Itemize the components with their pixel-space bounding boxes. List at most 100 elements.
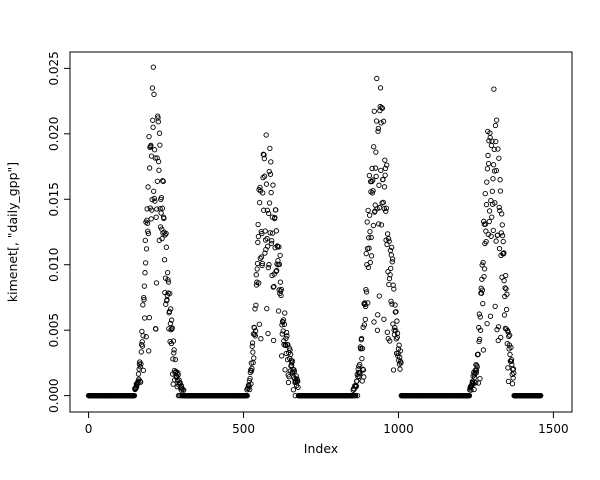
data-point — [262, 228, 268, 234]
data-point — [270, 230, 276, 236]
data-point — [150, 124, 156, 130]
data-point — [264, 235, 270, 242]
data-point — [149, 207, 155, 213]
data-point — [282, 367, 288, 373]
data-point — [384, 329, 390, 335]
data-point — [131, 392, 138, 399]
data-point — [270, 182, 276, 188]
data-point — [262, 237, 269, 243]
data-point — [363, 289, 370, 295]
data-point — [475, 380, 482, 386]
data-point — [482, 191, 488, 197]
data-point — [279, 322, 285, 328]
data-point — [371, 319, 377, 325]
data-point — [374, 75, 380, 82]
data-point — [178, 383, 185, 389]
data-point — [141, 294, 147, 301]
data-point — [265, 243, 271, 249]
data-point — [498, 334, 504, 341]
data-point — [295, 384, 301, 390]
data-point — [480, 347, 487, 353]
data-point — [368, 234, 374, 241]
data-point — [388, 298, 394, 304]
data-point — [267, 171, 274, 177]
data-point — [276, 261, 283, 268]
data-point — [163, 244, 170, 250]
data-point — [175, 370, 181, 376]
data-point — [382, 165, 389, 171]
data-point — [499, 222, 505, 228]
data-point — [476, 338, 482, 345]
data-point — [507, 332, 513, 338]
data-point — [378, 167, 384, 174]
data-point — [386, 281, 392, 288]
data-point — [142, 315, 148, 321]
data-point — [169, 325, 175, 331]
data-point — [490, 176, 496, 182]
data-point — [501, 278, 507, 284]
data-point — [390, 282, 396, 288]
data-point — [180, 386, 186, 392]
data-point — [506, 333, 512, 340]
data-point — [386, 238, 392, 244]
data-point — [367, 229, 373, 235]
data-point — [167, 291, 173, 297]
data-point — [492, 122, 499, 129]
data-point — [284, 333, 290, 339]
data-point — [263, 181, 270, 187]
data-point — [490, 162, 497, 168]
data-point — [375, 312, 381, 318]
data-point — [477, 314, 483, 320]
data-point — [493, 238, 499, 244]
data-point — [277, 279, 284, 285]
data-point — [247, 375, 253, 382]
data-point — [392, 324, 398, 331]
data-point — [148, 142, 154, 149]
data-point — [489, 188, 496, 194]
data-point — [248, 368, 255, 374]
data-point — [476, 311, 482, 317]
data-point — [497, 188, 504, 194]
data-point — [264, 207, 271, 213]
data-point — [376, 182, 382, 188]
data-point — [283, 335, 289, 342]
data-point — [486, 208, 493, 214]
data-point — [361, 374, 367, 380]
data-point — [248, 381, 254, 387]
data-point — [139, 339, 145, 345]
x-tick-label: 0 — [85, 422, 93, 436]
data-point — [158, 194, 165, 201]
data-point — [265, 264, 271, 271]
data-point — [140, 333, 146, 339]
data-point — [510, 375, 516, 381]
data-point — [479, 287, 486, 293]
data-point — [164, 269, 171, 276]
data-point — [479, 262, 485, 268]
data-point — [268, 189, 274, 196]
data-point — [499, 232, 506, 239]
data-point — [145, 184, 151, 190]
data-point — [267, 230, 273, 236]
data-point — [368, 253, 375, 259]
data-point — [252, 328, 259, 334]
data-point — [501, 250, 507, 256]
data-point — [367, 259, 373, 266]
data-point — [385, 235, 392, 242]
data-point — [361, 322, 368, 328]
data-point — [484, 166, 491, 172]
data-point — [370, 222, 377, 229]
data-point — [485, 160, 492, 167]
data-point — [267, 145, 273, 152]
data-point — [372, 165, 379, 171]
data-point — [156, 167, 162, 173]
data-point — [387, 272, 393, 278]
data-point — [268, 159, 274, 165]
data-point — [393, 350, 400, 356]
data-point — [171, 350, 177, 356]
data-point — [375, 125, 381, 132]
data-point — [378, 222, 385, 228]
data-point — [483, 239, 489, 245]
data-point — [265, 210, 272, 217]
data-point — [272, 214, 278, 221]
data-point — [362, 316, 368, 323]
